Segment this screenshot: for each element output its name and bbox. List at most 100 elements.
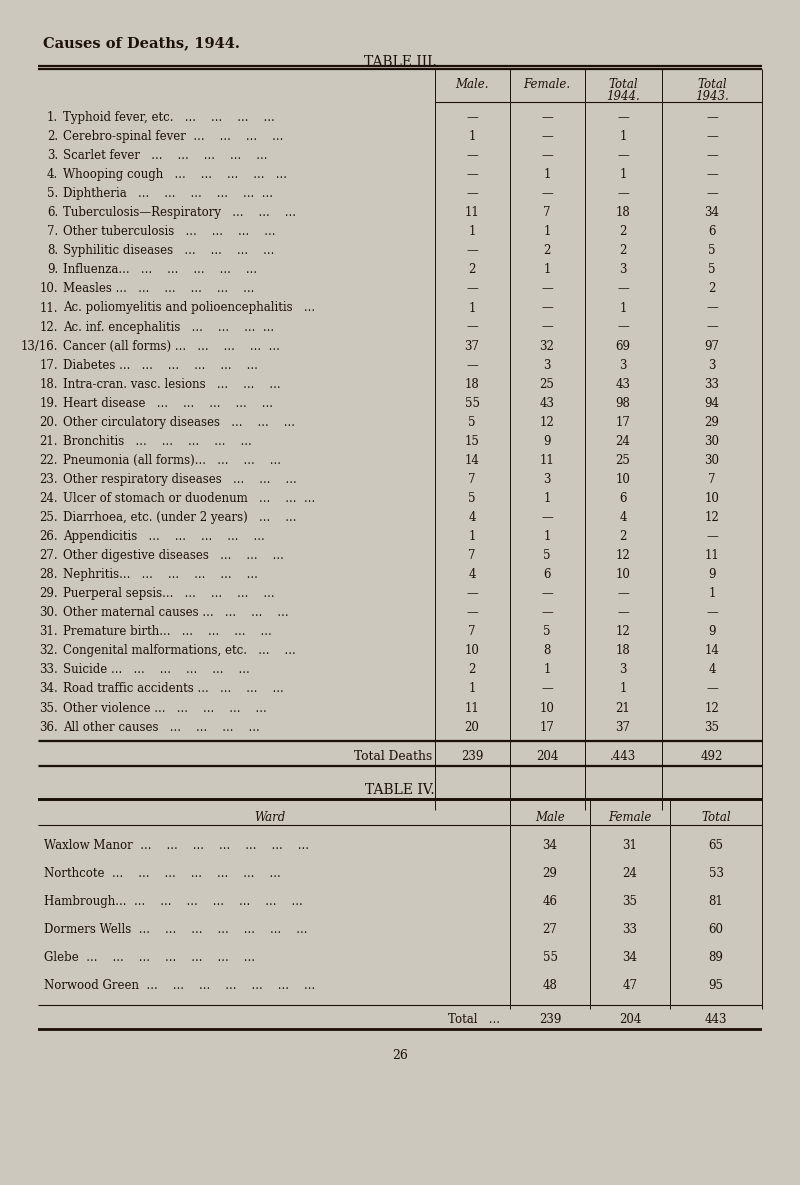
Text: —: —: [466, 168, 478, 181]
Text: Other tuberculosis   ...    ...    ...    ...: Other tuberculosis ... ... ... ...: [63, 225, 275, 238]
Text: 15: 15: [465, 435, 479, 448]
Text: 1: 1: [468, 301, 476, 314]
Text: 5.: 5.: [46, 187, 58, 200]
Text: All other causes   ...    ...    ...    ...: All other causes ... ... ... ...: [63, 720, 260, 734]
Text: 29: 29: [705, 416, 719, 429]
Text: .443: .443: [610, 750, 636, 763]
Text: —: —: [706, 530, 718, 543]
Text: 14: 14: [705, 645, 719, 658]
Text: 2: 2: [619, 225, 626, 238]
Text: 35: 35: [622, 895, 638, 908]
Text: 69: 69: [615, 340, 630, 353]
Text: Cancer (all forms) ...   ...    ...    ...  ...: Cancer (all forms) ... ... ... ... ...: [63, 340, 280, 353]
Text: Dormers Wells  ...    ...    ...    ...    ...    ...    ...: Dormers Wells ... ... ... ... ... ... ..…: [44, 923, 307, 936]
Text: Road traffic accidents ...   ...    ...    ...: Road traffic accidents ... ... ... ...: [63, 683, 284, 696]
Text: 23.: 23.: [39, 473, 58, 486]
Text: —: —: [541, 511, 553, 524]
Text: Other respiratory diseases   ...    ...    ...: Other respiratory diseases ... ... ...: [63, 473, 297, 486]
Text: —: —: [617, 588, 629, 601]
Text: 5: 5: [708, 244, 716, 257]
Text: —: —: [541, 321, 553, 333]
Text: 4: 4: [468, 511, 476, 524]
Text: 9: 9: [543, 435, 550, 448]
Text: 5: 5: [468, 492, 476, 505]
Text: 17.: 17.: [39, 359, 58, 372]
Text: 33: 33: [622, 923, 638, 936]
Text: 95: 95: [709, 979, 723, 992]
Text: 33.: 33.: [39, 664, 58, 677]
Text: 2: 2: [543, 244, 550, 257]
Text: 6.: 6.: [46, 206, 58, 219]
Text: 3: 3: [543, 359, 550, 372]
Text: 204: 204: [619, 1013, 641, 1026]
Text: Norwood Green  ...    ...    ...    ...    ...    ...    ...: Norwood Green ... ... ... ... ... ... ..…: [44, 979, 315, 992]
Text: 28.: 28.: [39, 568, 58, 581]
Text: —: —: [617, 321, 629, 333]
Text: 24: 24: [615, 435, 630, 448]
Text: 4.: 4.: [46, 168, 58, 181]
Text: 22.: 22.: [39, 454, 58, 467]
Text: Male.: Male.: [455, 78, 489, 91]
Text: Total: Total: [701, 811, 731, 824]
Text: Nephritis...   ...    ...    ...    ...    ...: Nephritis... ... ... ... ... ...: [63, 568, 258, 581]
Text: —: —: [541, 301, 553, 314]
Text: Other circulatory diseases   ...    ...    ...: Other circulatory diseases ... ... ...: [63, 416, 295, 429]
Text: 2: 2: [468, 664, 476, 677]
Text: —: —: [541, 130, 553, 143]
Text: Diphtheria   ...    ...    ...    ...    ...  ...: Diphtheria ... ... ... ... ... ...: [63, 187, 273, 200]
Text: 20.: 20.: [39, 416, 58, 429]
Text: 1: 1: [543, 530, 550, 543]
Text: 1: 1: [543, 664, 550, 677]
Text: 1: 1: [468, 530, 476, 543]
Text: —: —: [466, 111, 478, 124]
Text: —: —: [466, 149, 478, 162]
Text: Waxlow Manor  ...    ...    ...    ...    ...    ...    ...: Waxlow Manor ... ... ... ... ... ... ...: [44, 839, 309, 852]
Text: 1944.: 1944.: [606, 90, 640, 103]
Text: 60: 60: [709, 923, 723, 936]
Text: TABLE IV.: TABLE IV.: [365, 782, 435, 796]
Text: 10: 10: [705, 492, 719, 505]
Text: —: —: [466, 359, 478, 372]
Text: Other maternal causes ...   ...    ...    ...: Other maternal causes ... ... ... ...: [63, 607, 289, 620]
Text: 5: 5: [543, 626, 550, 639]
Text: —: —: [466, 282, 478, 295]
Text: Congenital malformations, etc.   ...    ...: Congenital malformations, etc. ... ...: [63, 645, 296, 658]
Text: 65: 65: [709, 839, 723, 852]
Text: 89: 89: [709, 950, 723, 963]
Text: 24.: 24.: [39, 492, 58, 505]
Text: 30: 30: [705, 454, 719, 467]
Text: 34.: 34.: [39, 683, 58, 696]
Text: Ac. poliomyelitis and polioencephalitis   ...: Ac. poliomyelitis and polioencephalitis …: [63, 301, 315, 314]
Text: 21: 21: [616, 702, 630, 715]
Text: —: —: [541, 282, 553, 295]
Text: 10.: 10.: [39, 282, 58, 295]
Text: Scarlet fever   ...    ...    ...    ...    ...: Scarlet fever ... ... ... ... ...: [63, 149, 267, 162]
Text: 35.: 35.: [39, 702, 58, 715]
Text: 26: 26: [392, 1049, 408, 1062]
Text: —: —: [541, 588, 553, 601]
Text: 47: 47: [622, 979, 638, 992]
Text: —: —: [706, 149, 718, 162]
Text: 4: 4: [468, 568, 476, 581]
Text: 7: 7: [708, 473, 716, 486]
Text: 2: 2: [468, 263, 476, 276]
Text: 7: 7: [468, 473, 476, 486]
Text: 6: 6: [543, 568, 550, 581]
Text: Suicide ...   ...    ...    ...    ...    ...: Suicide ... ... ... ... ... ...: [63, 664, 250, 677]
Text: 13/16.: 13/16.: [21, 340, 58, 353]
Text: 36.: 36.: [39, 720, 58, 734]
Text: 1: 1: [468, 130, 476, 143]
Text: —: —: [541, 607, 553, 620]
Text: 7.: 7.: [46, 225, 58, 238]
Text: Female.: Female.: [523, 78, 570, 91]
Text: 1: 1: [543, 263, 550, 276]
Text: 43: 43: [615, 378, 630, 391]
Text: Other digestive diseases   ...    ...    ...: Other digestive diseases ... ... ...: [63, 549, 284, 562]
Text: 14: 14: [465, 454, 479, 467]
Text: 11.: 11.: [39, 301, 58, 314]
Text: 10: 10: [539, 702, 554, 715]
Text: Female: Female: [608, 811, 652, 824]
Text: 2: 2: [708, 282, 716, 295]
Text: 1: 1: [543, 492, 550, 505]
Text: 30: 30: [705, 435, 719, 448]
